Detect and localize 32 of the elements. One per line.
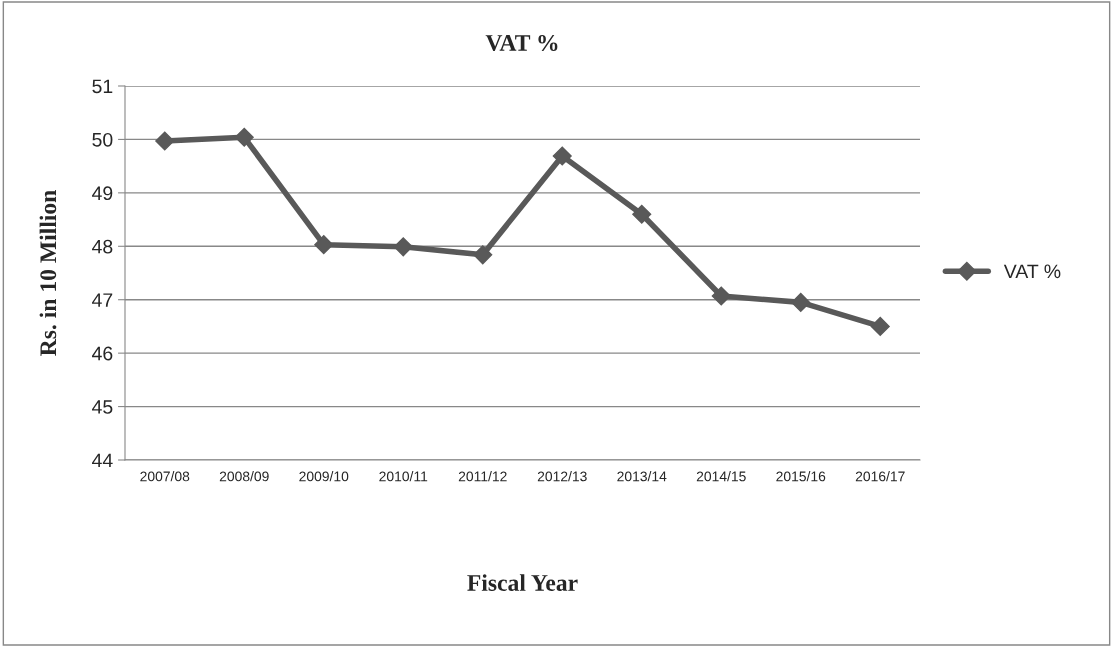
x-tick-label: 2009/10 <box>299 471 349 482</box>
x-axis-title: Fiscal Year <box>467 574 578 591</box>
x-tick-label: 2011/12 <box>458 471 507 482</box>
point <box>870 316 890 336</box>
y-tick-label: 47 <box>92 293 113 307</box>
x-tick-label: 2016/17 <box>855 471 905 482</box>
y-tick-label: 49 <box>92 186 113 201</box>
point <box>711 286 731 306</box>
y-axis-title: Rs. in 10 Million <box>39 190 57 356</box>
x-tick-label: 2015/16 <box>776 471 826 482</box>
point <box>473 245 493 265</box>
point <box>552 146 572 166</box>
point <box>791 292 811 312</box>
y-tick-label: 46 <box>92 346 113 361</box>
legend-label: VAT % <box>1003 264 1061 279</box>
point <box>393 237 413 257</box>
x-tick-label: 2010/11 <box>379 471 428 482</box>
point <box>234 127 254 147</box>
y-tick-label: 44 <box>92 453 113 468</box>
chart-title: VAT % <box>485 34 558 52</box>
x-tick-label: 2013/14 <box>617 471 667 482</box>
point <box>314 235 334 255</box>
x-tick-label: 2008/09 <box>219 471 269 482</box>
y-tick-label: 50 <box>92 132 113 147</box>
y-tick-label: 48 <box>92 239 113 254</box>
x-tick-label: 2012/13 <box>537 471 587 482</box>
y-tick-label: 45 <box>92 400 113 414</box>
point <box>155 131 175 151</box>
x-tick-label: 2007/08 <box>140 471 190 482</box>
point <box>632 204 652 224</box>
y-tick-label: 51 <box>92 79 113 94</box>
x-tick-label: 2014/15 <box>696 471 746 482</box>
